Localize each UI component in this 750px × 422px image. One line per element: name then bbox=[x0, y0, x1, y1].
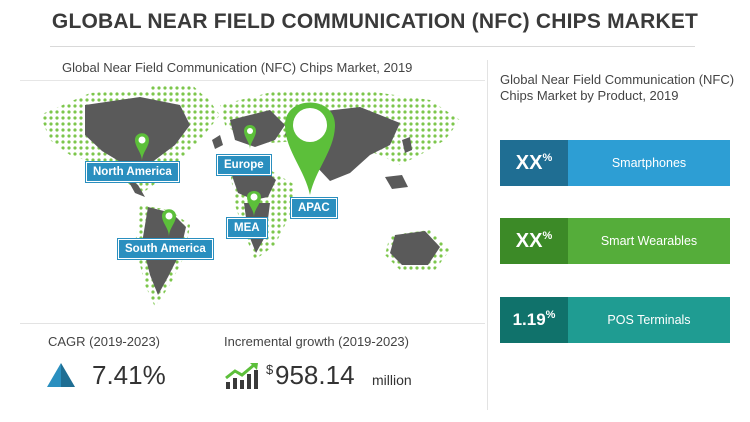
region-label-north-america: North America bbox=[86, 162, 179, 182]
product-share-value: 1.19% bbox=[500, 297, 568, 343]
map-divider bbox=[20, 80, 485, 81]
europe-pin-icon bbox=[244, 125, 256, 149]
region-label-south-america: South America bbox=[118, 239, 213, 259]
cagr-value: 7.41% bbox=[92, 360, 166, 390]
product-share-value: XX% bbox=[500, 218, 568, 264]
mea-pin-icon bbox=[247, 191, 261, 217]
title-divider bbox=[50, 46, 695, 47]
cagr-label: CAGR (2019-2023) bbox=[48, 334, 160, 349]
product-card-smartphones: XX% Smartphones bbox=[500, 140, 730, 186]
metrics-divider bbox=[20, 323, 485, 324]
highlighted-land bbox=[85, 97, 440, 295]
south-america-pin-icon bbox=[162, 209, 176, 237]
world-map bbox=[40, 85, 460, 307]
pyramid-icon bbox=[47, 363, 75, 387]
page-title: GLOBAL NEAR FIELD COMMUNICATION (NFC) CH… bbox=[51, 10, 699, 33]
region-label-europe: Europe bbox=[217, 155, 271, 175]
incremental-growth-unit: million bbox=[372, 372, 412, 388]
product-name: Smartphones bbox=[568, 140, 730, 186]
product-name: Smart Wearables bbox=[568, 218, 730, 264]
incremental-growth-label: Incremental growth (2019-2023) bbox=[224, 334, 409, 349]
region-label-apac: APAC bbox=[291, 198, 337, 218]
map-title: Global Near Field Communication (NFC) Ch… bbox=[62, 60, 413, 75]
product-card-pos-terminals: 1.19% POS Terminals bbox=[500, 297, 730, 343]
apac-pin-icon bbox=[285, 102, 335, 195]
product-share-value: XX% bbox=[500, 140, 568, 186]
region-pins bbox=[135, 102, 335, 237]
product-name: POS Terminals bbox=[568, 297, 730, 343]
growth-chart-icon bbox=[225, 363, 258, 389]
incremental-currency: $ bbox=[266, 362, 274, 377]
region-label-mea: MEA bbox=[227, 218, 267, 238]
column-divider bbox=[487, 60, 488, 410]
product-section-title: Global Near Field Communication (NFC) Ch… bbox=[500, 72, 735, 103]
north-america-pin-icon bbox=[135, 133, 149, 161]
incremental-growth-value: 958.14 bbox=[275, 360, 355, 390]
product-card-smart-wearables: XX% Smart Wearables bbox=[500, 218, 730, 264]
